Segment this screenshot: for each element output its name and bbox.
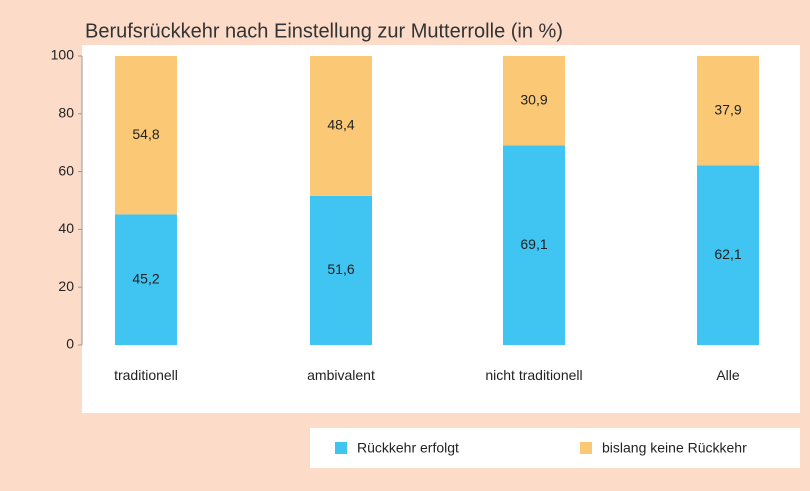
- y-tick-label: 40: [58, 220, 74, 236]
- y-tick-label: 0: [66, 336, 74, 352]
- value-label: 51,6: [327, 261, 354, 277]
- value-label: 30,9: [520, 91, 547, 107]
- x-tick-label: Alle: [716, 367, 740, 383]
- legend-swatch: [335, 442, 347, 454]
- value-label: 45,2: [132, 270, 159, 286]
- legend-box: [310, 428, 800, 468]
- legend-swatch: [580, 442, 592, 454]
- plot-area: [82, 45, 800, 413]
- bar-segment: [310, 195, 372, 345]
- y-tick-label: 100: [51, 47, 75, 63]
- bar-segment: [310, 56, 372, 196]
- y-tick-label: 20: [58, 278, 74, 294]
- value-label: 69,1: [520, 236, 547, 252]
- value-label: 62,1: [714, 246, 741, 262]
- chart-title: Berufsrückkehr nach Einstellung zur Mutt…: [85, 20, 563, 42]
- bar-segment: [115, 214, 177, 345]
- x-tick-label: nicht traditionell: [485, 367, 583, 383]
- bar-segment: [115, 56, 177, 215]
- legend-label: Rückkehr erfolgt: [357, 440, 459, 456]
- y-tick-label: 80: [58, 105, 74, 121]
- bar-segment: [697, 165, 759, 345]
- value-label: 48,4: [327, 117, 354, 133]
- x-tick-label: ambivalent: [307, 367, 375, 383]
- legend-label: bislang keine Rückkehr: [602, 440, 747, 456]
- bar-segment: [503, 145, 565, 345]
- x-tick-label: traditionell: [114, 367, 178, 383]
- value-label: 37,9: [714, 101, 741, 117]
- y-tick-label: 60: [58, 162, 74, 178]
- value-label: 54,8: [132, 126, 159, 142]
- bar-segment: [503, 56, 565, 146]
- bar-segment: [697, 56, 759, 166]
